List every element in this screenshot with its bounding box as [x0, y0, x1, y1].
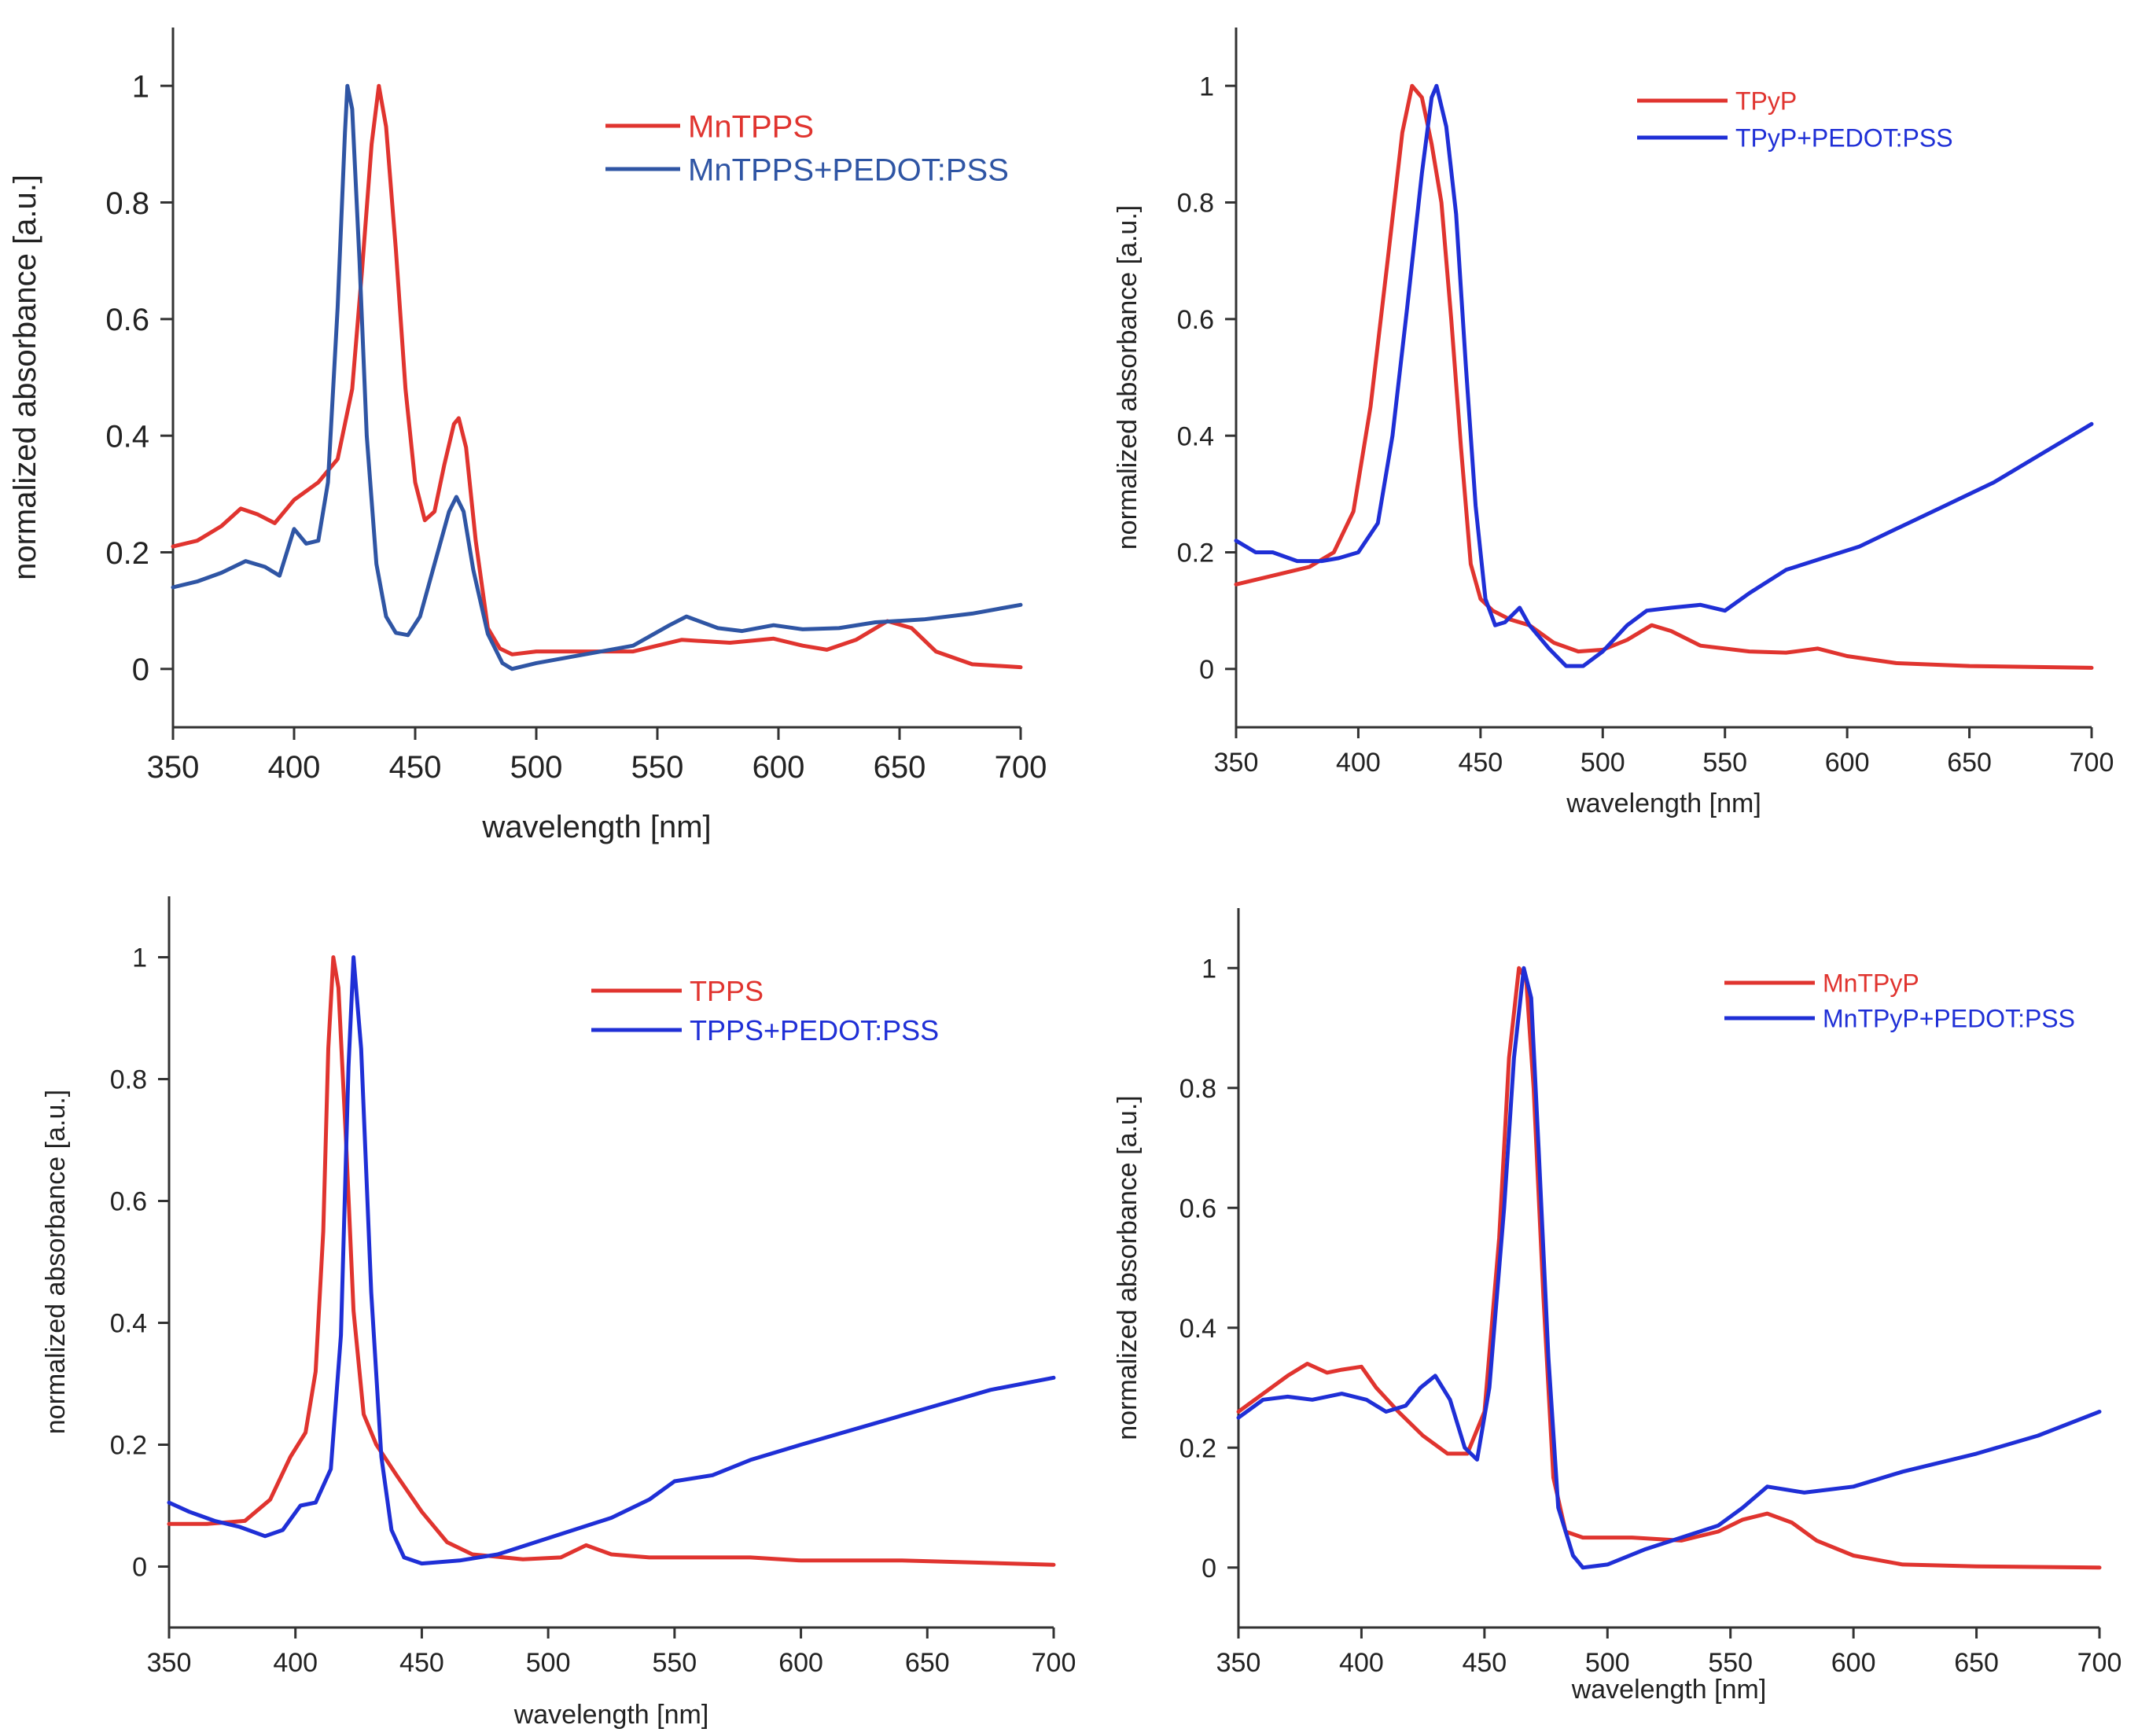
x-tick-label: 550	[631, 750, 684, 785]
x-tick-label: 550	[1702, 748, 1747, 778]
y-tick-label: 0.8	[105, 186, 149, 221]
x-tick-label: 450	[1458, 748, 1503, 778]
x-tick-label: 350	[147, 1648, 192, 1678]
x-tick-label: 400	[1336, 748, 1381, 778]
legend-label: MnTPyP	[1823, 969, 1919, 998]
y-tick-label: 0	[1199, 655, 1214, 685]
chart-panel-tpps: 350 400 450 500 550 600 650 700 0 0.2 0.4 0.6 0.8 1 wa…	[41, 896, 1076, 1730]
y-axis-title: normalized absorbance [a.u.]	[1113, 1095, 1143, 1440]
y-tick-label: 0.4	[1177, 421, 1214, 451]
x-tick-label: 500	[1581, 748, 1625, 778]
x-tick-label: 700	[2077, 1648, 2122, 1678]
y-tick-label: 0.4	[110, 1309, 147, 1339]
y-tick-label: 0.6	[1177, 305, 1214, 335]
legend-label: TPyP	[1735, 87, 1797, 116]
x-axis-title: wavelength [nm]	[1566, 789, 1761, 818]
series-line-pedot-pss	[167, 955, 1056, 1566]
x-tick-label: 600	[1825, 748, 1870, 778]
x-tick-label: 650	[905, 1648, 950, 1678]
series-line-pedot-pss	[1236, 965, 2102, 1570]
legend-label: TPPS+PEDOT:PSS	[690, 1014, 939, 1046]
x-tick-label: 500	[526, 1648, 571, 1678]
y-tick-label: 0	[132, 1553, 147, 1583]
y-tick-label: 0.4	[1179, 1314, 1216, 1344]
y-tick-label: 0.2	[1179, 1433, 1216, 1463]
series-line-pedot-pss	[1234, 83, 2094, 668]
y-tick-label: 0	[132, 653, 149, 687]
x-axis-title: wavelength [nm]	[1571, 1675, 1767, 1705]
x-tick-label: 700	[2070, 748, 2114, 778]
y-tick-label: 0	[1201, 1554, 1216, 1583]
y-axis-title: normalized absorbance [a.u.]	[1113, 205, 1143, 550]
x-tick-label: 450	[389, 750, 442, 785]
series-line-reference	[1236, 965, 2102, 1570]
legend-label: MnTPyP+PEDOT:PSS	[1823, 1005, 2075, 1033]
legend-label: TPPS	[690, 975, 764, 1007]
y-tick-label: 0.2	[110, 1431, 147, 1461]
x-tick-label: 350	[1216, 1648, 1261, 1678]
series-line-reference	[1234, 83, 2094, 670]
x-axis-title: wavelength [nm]	[481, 810, 711, 844]
y-tick-label: 0.8	[110, 1065, 147, 1095]
x-tick-label: 500	[1585, 1648, 1630, 1678]
x-tick-label: 350	[147, 750, 200, 785]
chart-panel-mntpyp: 350 400 450 500 550 600 650 700 0 0.2 0.4 0.6 0.8 1 wa…	[1113, 908, 2121, 1705]
legend-label: TPyP+PEDOT:PSS	[1735, 124, 1953, 153]
y-tick-label: 1	[1201, 954, 1216, 984]
x-tick-label: 400	[1339, 1648, 1384, 1678]
x-tick-label: 450	[399, 1648, 444, 1678]
y-tick-label: 1	[1199, 72, 1214, 101]
x-tick-label: 600	[1831, 1648, 1876, 1678]
x-tick-label: 550	[1708, 1648, 1753, 1678]
x-axis-title: wavelength [nm]	[513, 1700, 709, 1730]
legend-label: MnTPPS+PEDOT:PSS	[688, 153, 1009, 187]
x-tick-label: 700	[1032, 1648, 1076, 1678]
x-tick-label: 650	[874, 750, 926, 785]
y-tick-label: 0.8	[1177, 189, 1214, 219]
x-tick-label: 350	[1214, 748, 1259, 778]
y-axis-title: normalized absorbance [a.u.]	[41, 1090, 71, 1434]
y-tick-label: 1	[132, 943, 147, 973]
series-line-reference	[167, 955, 1056, 1567]
chart-panel-mntpps: 350 400 450 500 550 600 650 700 0 0.2 0.4 0.6 0.8 1 wa…	[8, 28, 1047, 844]
legend-label: MnTPPS	[688, 109, 814, 144]
y-tick-label: 0.2	[105, 536, 149, 571]
y-axis-title: normalized absorbance [a.u.]	[8, 175, 42, 580]
x-tick-label: 500	[510, 750, 563, 785]
series-line-reference	[171, 83, 1023, 670]
chart-panel-tpyp: 350 400 450 500 550 600 650 700 0 0.2 0.4 0.6 0.8 1 wa…	[1113, 28, 2114, 818]
y-tick-label: 1	[132, 70, 149, 105]
y-tick-label: 0.6	[1179, 1194, 1216, 1223]
x-tick-label: 450	[1462, 1648, 1507, 1678]
x-tick-label: 400	[273, 1648, 318, 1678]
y-tick-label: 0.8	[1179, 1074, 1216, 1104]
x-tick-label: 550	[652, 1648, 697, 1678]
y-tick-label: 0.2	[1177, 539, 1214, 568]
series-line-pedot-pss	[171, 83, 1023, 671]
x-tick-label: 650	[1947, 748, 1992, 778]
x-tick-label: 600	[753, 750, 805, 785]
x-tick-label: 650	[1954, 1648, 1999, 1678]
x-tick-label: 400	[268, 750, 321, 785]
y-tick-label: 0.6	[105, 303, 149, 337]
y-tick-label: 0.4	[105, 420, 149, 454]
x-tick-label: 600	[778, 1648, 823, 1678]
x-tick-label: 700	[995, 750, 1047, 785]
y-tick-label: 0.6	[110, 1187, 147, 1217]
